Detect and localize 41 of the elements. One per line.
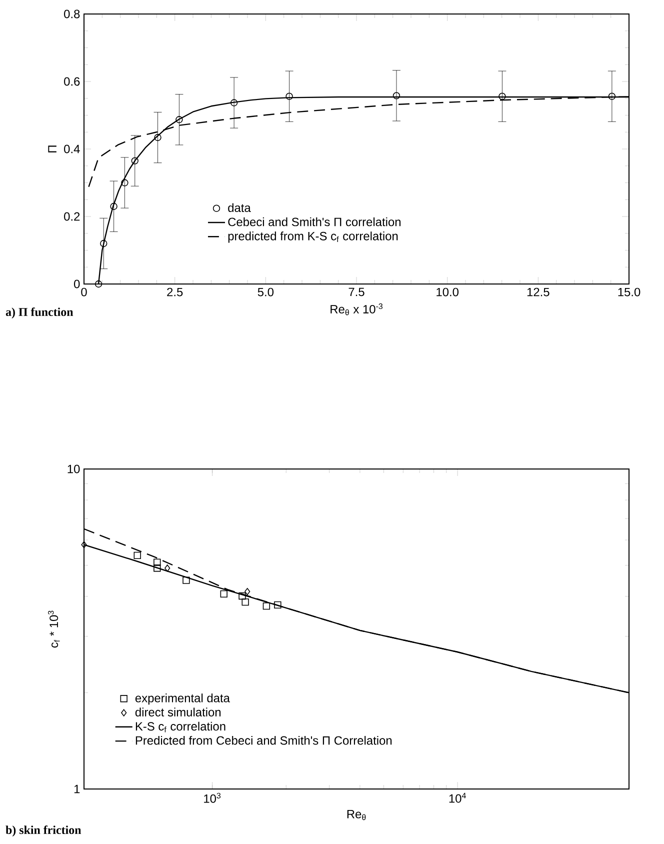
point bbox=[100, 240, 108, 248]
y-tick-label: 0 bbox=[74, 280, 80, 288]
x-tick-label: 5.0 bbox=[258, 288, 274, 296]
y-tick-label: 0.2 bbox=[64, 212, 80, 221]
x-tick-label: 0 bbox=[81, 288, 87, 296]
legend-label: K-S c$_{f}$ correlation bbox=[136, 722, 226, 732]
x-tick-label: 10$^{4}$ bbox=[449, 792, 466, 803]
x-tick-label: 10$^{3}$ bbox=[204, 792, 221, 803]
x-tick-label: 10.0 bbox=[436, 288, 459, 296]
x-tick-label: 15.0 bbox=[618, 288, 640, 296]
point bbox=[154, 134, 162, 142]
point bbox=[498, 92, 506, 100]
text: b) skin friction bbox=[6, 826, 82, 836]
legend-label: Predicted from Cebeci and Smith's Π Correlation bbox=[136, 736, 392, 745]
legend-label: data bbox=[228, 203, 251, 212]
point bbox=[286, 92, 293, 100]
x-tick-label: 7.5 bbox=[348, 288, 364, 296]
legend-label: experimental data bbox=[135, 694, 230, 705]
legend-label: predicted from K-S c$_{f}$ correlation bbox=[228, 232, 398, 243]
point bbox=[608, 92, 616, 100]
point bbox=[110, 202, 118, 210]
y-tick-label: 0.6 bbox=[64, 77, 80, 86]
x-tick-label: 2.5 bbox=[167, 288, 183, 296]
y-tick-label: 0.4 bbox=[64, 144, 80, 154]
legend-label: direct simulation bbox=[135, 708, 221, 716]
point bbox=[230, 99, 238, 106]
point bbox=[131, 157, 138, 164]
point bbox=[121, 179, 128, 186]
x-axis-title: Re$_{θ}$ x 10$^{-3}$ bbox=[330, 303, 383, 316]
y-tick-label: 10 bbox=[68, 464, 80, 474]
point bbox=[392, 92, 400, 100]
x-axis-title: Re$_{θ}$ bbox=[347, 810, 366, 820]
point bbox=[94, 280, 102, 288]
y-tick-label: 1 bbox=[74, 784, 80, 794]
point bbox=[176, 116, 183, 124]
text: a) Π function bbox=[6, 308, 74, 318]
y-tick-label: 0.8 bbox=[64, 10, 80, 18]
y-axis-title: Π bbox=[48, 146, 56, 152]
legend-label: Cebeci and Smith's Π correlation bbox=[228, 217, 400, 226]
y-axis-title: c$_{f}$ * 10$^{3}$ bbox=[48, 610, 60, 648]
x-tick-label: 12.5 bbox=[527, 288, 550, 296]
